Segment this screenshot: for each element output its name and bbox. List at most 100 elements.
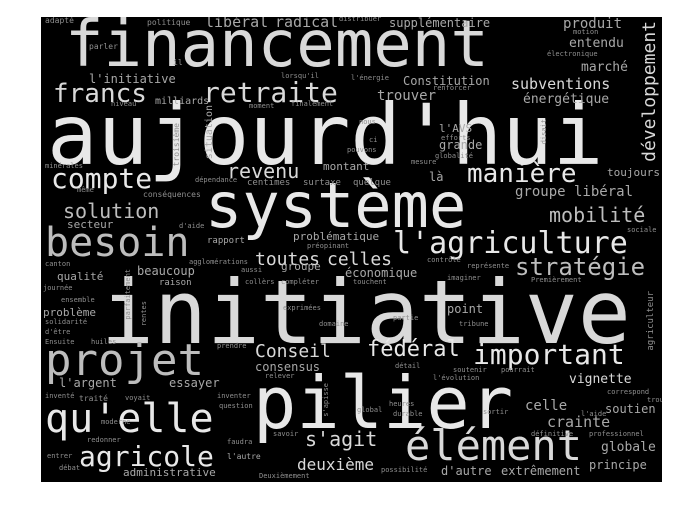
word-moderne: moderne xyxy=(101,418,131,426)
word-quelque: quelque xyxy=(353,178,391,188)
word-deuxiemement: Deuxièmement xyxy=(259,472,310,480)
word-rapport: rapport xyxy=(207,236,245,246)
word-faudra: faudra xyxy=(227,438,253,446)
word-strategie: stratégie xyxy=(515,253,646,281)
word-soutenir: soutenir xyxy=(453,366,487,374)
word-surtaxe: surtaxe xyxy=(303,178,341,188)
word-systeme: système xyxy=(205,169,467,242)
word-ensuite: Ensuite xyxy=(45,338,75,346)
word-point: point xyxy=(447,302,484,316)
word-minerales: minérales xyxy=(45,162,83,170)
word-economique: économique xyxy=(345,266,418,280)
word-toujours: toujours xyxy=(607,166,660,179)
word-nous: nous xyxy=(359,118,376,126)
word-montant: montant xyxy=(323,160,370,173)
word-sociale: sociale xyxy=(627,226,657,234)
word-groupe-liberal: groupe libéral xyxy=(515,184,634,200)
word-lavs: l'AVS xyxy=(439,122,473,135)
word-troisieme: troisième xyxy=(172,123,181,167)
word-solution: solution xyxy=(63,199,160,223)
word-il: il xyxy=(173,58,183,67)
word-colleres: collèrs xyxy=(245,278,275,286)
word-milliards: milliards xyxy=(155,96,210,107)
word-projet: projet xyxy=(45,335,204,386)
word-electronique: électronique xyxy=(547,50,598,58)
word-lenergie: l'énergie xyxy=(351,74,389,82)
word-levolution: l'évolution xyxy=(433,374,480,382)
word-voyait: voyait xyxy=(125,394,151,402)
word-adapte: adapté xyxy=(45,17,74,25)
word-vignette: vignette xyxy=(569,372,632,387)
word-controle: contrôle xyxy=(427,256,461,264)
word-trouve: trouve xyxy=(647,396,662,404)
word-sapsisse: s'apisse xyxy=(322,383,330,417)
word-laide: l'aide xyxy=(581,410,607,418)
word-journee: journée xyxy=(43,284,73,292)
word-extremement: extrêmement xyxy=(501,464,581,478)
word-linitiative: l'initiative xyxy=(89,72,176,86)
word-consensus: consensus xyxy=(255,360,321,374)
word-compte: compte xyxy=(51,162,153,195)
word-dependance: dépendance xyxy=(195,176,238,184)
word-parfaitement: parfaitement xyxy=(124,269,132,320)
word-detre: d'être xyxy=(45,328,71,336)
word-supplementaire: supplémentaire xyxy=(389,17,491,30)
word-globalite: globalité xyxy=(435,152,473,160)
word-parler: parler xyxy=(89,42,118,51)
word-constitution: Constitution xyxy=(403,74,490,88)
word-correspond: correspond xyxy=(607,388,650,396)
word-propinant: préopinant xyxy=(307,242,350,250)
word-trouver: trouver xyxy=(377,88,437,104)
word-maniere: manière xyxy=(467,159,577,189)
word-pilier: pilier xyxy=(253,361,514,445)
word-revenu: revenu xyxy=(227,159,300,183)
word-aujourdhui: aujourd'hui xyxy=(47,86,604,184)
word-essayer: essayer xyxy=(169,376,220,390)
word-conseil: Conseil xyxy=(255,341,331,362)
word-developpement: développement xyxy=(639,21,660,162)
word-agriculteur: agriculteur xyxy=(646,291,656,351)
word-la: là xyxy=(429,170,444,184)
word-heures: heures xyxy=(389,400,415,408)
word-financement: financement xyxy=(65,17,489,82)
word-efforts: efforts xyxy=(441,134,471,142)
word-possibilite: possibilité xyxy=(381,466,428,474)
word-debat: débat xyxy=(59,464,81,472)
word-distribuer: distribuer xyxy=(339,17,382,23)
word-grande: grande xyxy=(439,138,483,152)
word-quelle: qu'elle xyxy=(45,396,214,442)
word-radical: radical xyxy=(275,17,339,31)
word-retraite: retraite xyxy=(203,76,338,109)
word-besoin: besoin xyxy=(45,220,190,266)
word-groupe: groupe xyxy=(281,260,321,273)
word-meme: même xyxy=(77,186,94,194)
word-largent: l'argent xyxy=(59,376,117,390)
word-savoir: savoir xyxy=(273,430,299,438)
word-cloud: aujourd'hui financement système initiati… xyxy=(41,17,662,482)
word-consequences: conséquences xyxy=(143,190,201,199)
word-mobilite: mobilité xyxy=(549,203,646,227)
word-beaucoup: beaucoup xyxy=(137,264,195,278)
word-soutien: soutien xyxy=(605,402,656,416)
word-premierement: Premièrement xyxy=(531,276,582,284)
word-partie: partie xyxy=(393,314,419,322)
word-motion: motion xyxy=(573,28,599,36)
word-agriculture: l'agriculture xyxy=(393,226,628,261)
word-traite: traité xyxy=(79,394,108,403)
word-produit: produit xyxy=(563,17,623,32)
word-probleme: problème xyxy=(43,306,96,319)
word-dautre: d'autre xyxy=(441,464,492,478)
word-situation: situation xyxy=(204,105,215,160)
word-releve: relever xyxy=(265,372,295,380)
word-invente: inventé xyxy=(45,392,75,400)
word-domaine: domaine xyxy=(319,320,349,328)
word-disait: disait xyxy=(540,119,548,145)
word-celles: celles xyxy=(327,249,393,270)
word-professionnel: professionnel xyxy=(589,430,644,438)
word-exprimees: exprimées xyxy=(283,304,321,312)
word-toutes: toutes xyxy=(255,249,321,270)
word-lautre: l'autre xyxy=(227,452,261,461)
word-global: global xyxy=(357,406,383,414)
word-raison: raison xyxy=(159,278,192,288)
word-ci: ci xyxy=(369,136,378,144)
